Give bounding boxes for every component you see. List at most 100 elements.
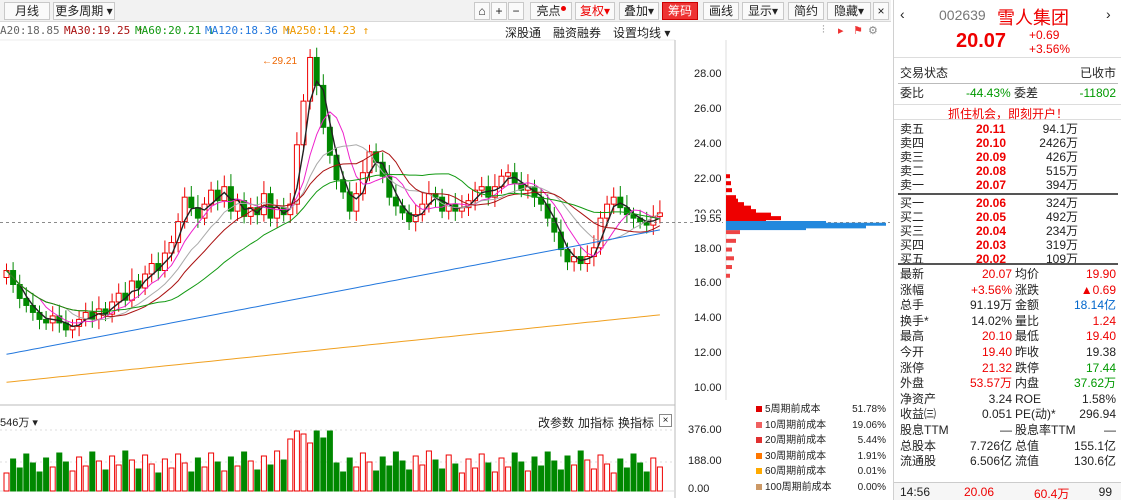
ask-row[interactable]: 卖二 20.08 515万: [894, 164, 1121, 178]
close-indicator-icon[interactable]: ×: [659, 414, 672, 427]
display-button[interactable]: 显示▾: [742, 2, 784, 20]
price-y-tick: 10.00: [694, 382, 722, 395]
volume-bar: [62, 461, 69, 492]
quote-label: 净资产: [900, 391, 937, 406]
ask-price: 20.08: [976, 164, 1007, 178]
quote-value: 14.02%: [971, 313, 1012, 328]
weicha-label: 委差: [1014, 86, 1039, 100]
legend-swatch-icon: [756, 468, 762, 475]
drawline-button[interactable]: 画线: [703, 2, 739, 20]
quote-row: 股息TTM — 股息率TTM —: [894, 423, 1121, 437]
bid-row[interactable]: 买四 20.03 319万: [894, 238, 1121, 252]
chips-button[interactable]: 筹码: [662, 2, 698, 20]
quote-row: 收益㈢ 0.051 PE(动)* 296.94: [894, 407, 1121, 421]
ask-row[interactable]: 卖五 20.11 94.1万: [894, 122, 1121, 136]
chip-bar: [726, 181, 731, 186]
tick-count: 99: [1098, 485, 1112, 499]
volume-bar: [241, 451, 248, 492]
more-period-dropdown[interactable]: 更多周期 ▾: [53, 2, 115, 20]
quote-value: 19.40: [1085, 329, 1116, 344]
chip-bar: [726, 256, 734, 261]
ma-line-ma250: [6, 314, 660, 383]
volume-bar: [340, 471, 347, 492]
change-indicator-link[interactable]: 换指标: [618, 416, 655, 430]
candle-body: [274, 207, 281, 219]
candle-body: [359, 172, 366, 195]
prev-stock-icon[interactable]: ‹: [900, 6, 905, 22]
volume-bar: [406, 469, 413, 492]
bid-volume: 324万: [1045, 196, 1078, 210]
quote-value: 21.32: [981, 360, 1012, 375]
chip-bar-blue: [726, 225, 866, 229]
candle-body: [544, 203, 551, 219]
volume-bar: [386, 465, 393, 492]
next-stock-icon[interactable]: ›: [1106, 6, 1111, 22]
restore-button[interactable]: 复权▾: [575, 2, 615, 20]
flag-icon[interactable]: ▸: [838, 25, 844, 37]
ask-row[interactable]: 卖四 20.10 2426万: [894, 136, 1121, 150]
volume-bar: [399, 460, 406, 492]
candle-body: [366, 151, 373, 174]
volume-bar: [637, 462, 644, 492]
quote-label: ROE: [1015, 391, 1042, 406]
chip-bar-blue: [726, 227, 806, 231]
add-indicator-link[interactable]: 加指标: [578, 416, 615, 430]
close-button[interactable]: ×: [873, 2, 889, 20]
ask-label: 卖三: [900, 150, 925, 164]
quote-value: 0.051: [981, 407, 1012, 422]
overlay-button[interactable]: 叠加▾: [619, 2, 659, 20]
volume-bar: [432, 459, 439, 492]
chip-bar: [726, 188, 732, 193]
ma30-value: MA30:19.25 ↑: [64, 24, 143, 37]
bid-row[interactable]: 买五 20.02 109万: [894, 252, 1121, 266]
period-monthly-button[interactable]: 月线: [4, 2, 50, 20]
chip-bar-blue: [726, 220, 826, 224]
candle-body: [425, 193, 432, 205]
set-ma-dropdown[interactable]: 设置均线 ▾: [613, 26, 671, 40]
lock-icon[interactable]: ⌂: [474, 2, 490, 20]
volume-bar: [128, 459, 135, 492]
volume-bar: [16, 467, 23, 492]
bid-row[interactable]: 买三 20.04 234万: [894, 224, 1121, 238]
margin-trading-link[interactable]: 融资融券: [553, 26, 602, 40]
candle-body: [610, 196, 617, 205]
highlight-button[interactable]: 亮点: [530, 2, 572, 20]
ask-row[interactable]: 卖三 20.09 426万: [894, 150, 1121, 164]
candle-body: [76, 318, 83, 327]
quote-label: 总手: [900, 298, 925, 313]
chip-tool-icon[interactable]: ⫶: [822, 24, 825, 36]
edit-params-link[interactable]: 改参数: [538, 416, 575, 430]
plus-icon[interactable]: +: [491, 2, 507, 20]
hide-button[interactable]: 隐藏▾: [827, 2, 871, 20]
volume-bar: [23, 453, 30, 492]
top-toolbar: 月线 更多周期 ▾ ⌂ + − 亮点 复权▾ 叠加▾ 筹码 画线 显示▾ 简约 …: [0, 0, 891, 22]
quote-value: 19.90: [1085, 267, 1116, 281]
candle-body: [491, 186, 498, 198]
ask-row[interactable]: 卖一 20.07 394万: [894, 178, 1121, 192]
minus-icon[interactable]: −: [508, 2, 524, 20]
stock-header: ‹ 002639 雪人集团 › 20.07 +0.69 +3.56%: [894, 0, 1121, 58]
quote-row: 涨幅 +3.56% 涨跌 ▲0.69: [894, 283, 1121, 297]
quote-value: —: [1000, 423, 1012, 437]
candle-body: [82, 311, 89, 320]
chip-bar: [726, 224, 748, 229]
open-account-promo[interactable]: 抓住机会，即刻开户！: [894, 104, 1121, 121]
candle-body: [201, 203, 208, 219]
overlay-label: 叠加: [623, 4, 648, 18]
sh-hk-connect-link[interactable]: 深股通: [505, 26, 542, 40]
simple-button[interactable]: 简约: [788, 2, 824, 20]
bid-row[interactable]: 买一 20.06 324万: [894, 196, 1121, 210]
bid-row[interactable]: 买二 20.05 492万: [894, 210, 1121, 224]
legend-swatch-icon: [756, 483, 762, 490]
quote-value: 7.726亿: [969, 438, 1012, 453]
tick-price: 20.06: [964, 485, 995, 499]
candle-body: [650, 215, 657, 226]
ma250-text: MA250:14.23: [283, 24, 356, 37]
ma120-value: MA120:18.36 ↑: [205, 24, 291, 37]
volume-bar: [208, 452, 215, 492]
quote-label: 最新: [900, 267, 925, 281]
quote-label: 总值: [1015, 438, 1040, 453]
chip-flag-icon[interactable]: ⚑: [853, 25, 863, 37]
chip-settings-icon[interactable]: ⚙: [868, 25, 878, 37]
volume-bar: [10, 458, 17, 492]
